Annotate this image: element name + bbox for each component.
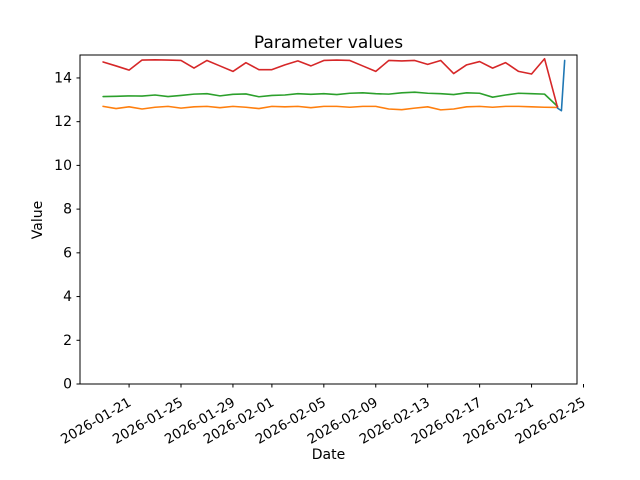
blue-line: [556, 59, 566, 112]
y-tick-label: 12: [54, 114, 72, 130]
y-tick-label: 2: [63, 333, 72, 349]
axes-spines: [79, 54, 578, 385]
green-line: [102, 91, 559, 108]
y-tick-label: 8: [63, 202, 72, 218]
y-tick-label: 14: [54, 70, 72, 86]
x-axis-label: Date: [311, 447, 346, 463]
chart-title: Parameter values: [253, 33, 404, 53]
orange-line: [102, 105, 559, 111]
y-tick-label: 4: [63, 289, 72, 305]
y-tick-label: 0: [63, 377, 72, 393]
red-line: [102, 57, 559, 109]
y-tick-label: 10: [54, 158, 72, 174]
y-tick-label: 6: [63, 245, 72, 261]
